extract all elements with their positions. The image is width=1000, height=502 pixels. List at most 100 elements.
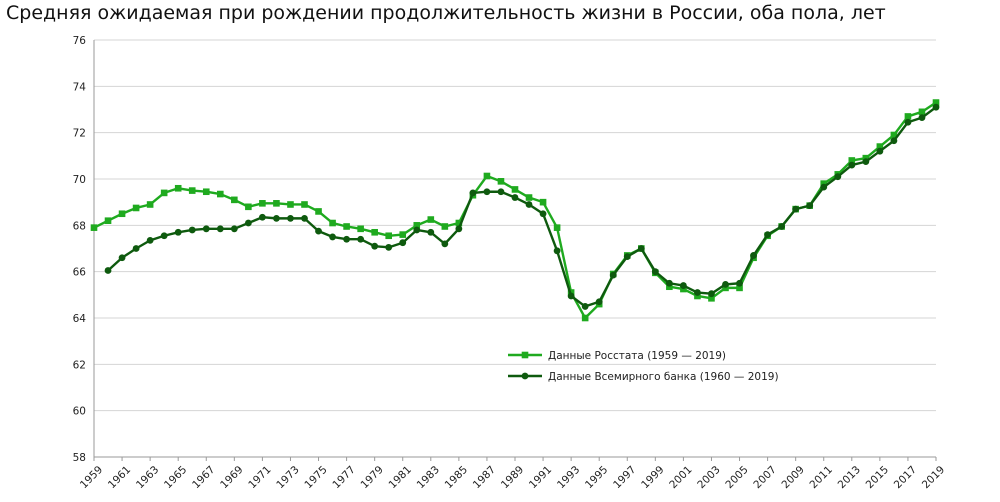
x-tick-label: 1959 xyxy=(78,464,105,491)
data-point xyxy=(343,223,350,230)
data-point xyxy=(385,232,392,240)
x-tick-label: 2009 xyxy=(779,464,806,491)
series-lines xyxy=(90,99,940,322)
x-tick-label: 2005 xyxy=(723,464,750,491)
x-tick-label: 1991 xyxy=(527,464,554,491)
data-point xyxy=(329,233,336,241)
x-tick-label: 1981 xyxy=(387,464,414,491)
data-point xyxy=(890,137,898,145)
series-line xyxy=(92,101,938,320)
x-tick-label: 1989 xyxy=(499,464,526,491)
data-point xyxy=(469,189,477,197)
data-point xyxy=(876,143,884,150)
data-point xyxy=(680,285,687,293)
data-point xyxy=(778,223,786,230)
data-point xyxy=(595,298,603,306)
y-tick-label: 66 xyxy=(73,267,87,279)
data-point xyxy=(202,188,210,196)
y-tick-labels: 58 60 62 64 66 68 70 72 74 76 xyxy=(73,35,87,464)
data-point xyxy=(216,225,224,233)
x-tick-label: 1987 xyxy=(471,464,498,491)
data-point xyxy=(609,271,617,279)
data-point xyxy=(160,232,168,240)
data-point xyxy=(736,279,743,287)
data-point xyxy=(694,289,701,296)
legend-marker xyxy=(521,351,529,359)
y-tick-label: 68 xyxy=(73,220,86,232)
data-point xyxy=(413,226,421,234)
data-point xyxy=(174,228,182,236)
y-tick-label: 74 xyxy=(73,81,87,93)
series-world-bank xyxy=(104,103,940,310)
data-point xyxy=(932,103,940,111)
data-point xyxy=(301,214,308,222)
data-point xyxy=(904,118,912,126)
data-point xyxy=(862,154,870,162)
x-tick-label: 2003 xyxy=(695,464,722,491)
data-point xyxy=(848,161,856,169)
data-point xyxy=(637,245,645,252)
x-tick-label: 1969 xyxy=(218,464,245,491)
data-point xyxy=(792,205,800,213)
data-point xyxy=(230,225,238,233)
data-point xyxy=(259,200,266,207)
data-point xyxy=(259,213,266,221)
data-point xyxy=(750,252,757,259)
x-tick-label: 1967 xyxy=(190,464,217,491)
x-tick-labels: 1959 1961 1963 1965 1967 1969 1971 1973 1975 1977… xyxy=(78,464,947,491)
x-tick-label: 2007 xyxy=(751,464,778,491)
y-tick-label: 62 xyxy=(73,359,86,371)
data-point xyxy=(287,201,294,208)
x-tick-label: 2013 xyxy=(836,464,863,491)
data-point xyxy=(273,214,280,222)
data-point xyxy=(722,281,729,288)
data-point xyxy=(581,314,589,322)
x-tick-label: 1963 xyxy=(134,464,161,491)
x-tick-label: 2011 xyxy=(808,464,835,491)
data-point xyxy=(876,147,884,155)
data-point xyxy=(301,201,308,208)
chart-title: Средняя ожидаемая при рождении продолжит… xyxy=(6,2,886,24)
x-tick-label: 1977 xyxy=(330,464,357,491)
data-point xyxy=(273,200,280,207)
data-point xyxy=(862,158,870,166)
data-point xyxy=(918,108,926,116)
data-point xyxy=(427,228,435,236)
x-tick-label: 1993 xyxy=(555,464,582,491)
data-point xyxy=(245,203,252,211)
data-point xyxy=(287,214,294,222)
data-point xyxy=(483,188,491,196)
data-point xyxy=(665,279,673,287)
data-point xyxy=(820,183,828,191)
x-tick-label: 1971 xyxy=(246,464,273,491)
data-point xyxy=(553,247,561,255)
data-point xyxy=(104,267,112,274)
data-point xyxy=(427,216,435,223)
x-tick-label: 1985 xyxy=(443,464,470,491)
data-point xyxy=(202,225,210,233)
data-point xyxy=(455,225,463,233)
x-tick-label: 1999 xyxy=(639,464,666,491)
data-point xyxy=(343,235,350,243)
data-point xyxy=(455,219,463,227)
data-point xyxy=(651,268,659,276)
x-tick-label: 2019 xyxy=(920,464,947,491)
data-point xyxy=(231,196,238,204)
x-tick-label: 2015 xyxy=(864,464,891,491)
data-point xyxy=(497,178,505,185)
data-point xyxy=(525,201,533,208)
x-tick-label: 1995 xyxy=(583,464,610,491)
y-tick-label: 64 xyxy=(73,313,87,325)
data-point xyxy=(525,194,533,201)
legend-entry-world-bank: Данные Всемирного банка (1960 — 2019) xyxy=(508,371,779,383)
data-point xyxy=(708,290,715,298)
data-point xyxy=(666,283,673,291)
data-point xyxy=(385,243,393,251)
data-point xyxy=(188,187,196,194)
data-point xyxy=(736,284,743,292)
y-tick-label: 60 xyxy=(73,406,86,418)
data-point xyxy=(160,189,168,197)
data-point xyxy=(188,226,196,234)
x-tick-label: 1975 xyxy=(302,464,329,491)
